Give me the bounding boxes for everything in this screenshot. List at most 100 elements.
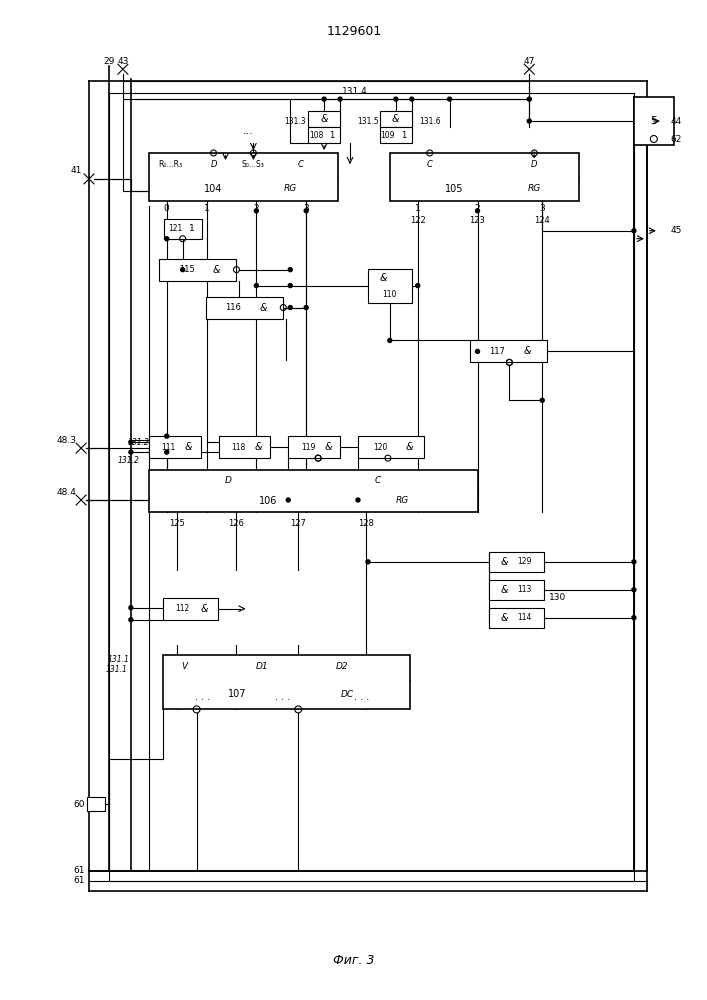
Circle shape [165, 450, 169, 454]
Text: D: D [210, 160, 217, 169]
Bar [380, 111, 411, 127]
Text: 130: 130 [549, 593, 566, 602]
Circle shape [304, 209, 308, 213]
Text: 104: 104 [204, 184, 223, 194]
Text: 131.1: 131.1 [108, 655, 130, 664]
Circle shape [632, 560, 636, 564]
Circle shape [338, 97, 342, 101]
Bar [148, 153, 338, 201]
Text: 1: 1 [189, 224, 194, 233]
Text: 45: 45 [671, 226, 682, 235]
Text: D: D [531, 160, 537, 169]
Text: 125: 125 [169, 519, 185, 528]
Circle shape [632, 229, 636, 233]
Bar [148, 470, 477, 512]
Circle shape [288, 284, 292, 288]
Circle shape [388, 338, 392, 342]
Circle shape [410, 97, 414, 101]
Text: &: & [523, 346, 531, 356]
Bar [489, 608, 544, 628]
Circle shape [632, 588, 636, 592]
Bar [308, 111, 340, 127]
Text: 131.6: 131.6 [419, 117, 440, 126]
Text: &: & [255, 442, 262, 452]
Circle shape [476, 349, 479, 353]
Text: &: & [392, 114, 399, 124]
Text: 61: 61 [74, 866, 85, 875]
Text: 1: 1 [204, 204, 209, 213]
Text: . . .: . . . [354, 692, 370, 702]
Text: 43: 43 [117, 57, 129, 66]
Circle shape [165, 237, 169, 241]
Bar [87, 797, 105, 811]
Text: 48.4: 48.4 [56, 488, 76, 497]
Text: 122: 122 [410, 216, 426, 225]
Bar [218, 436, 270, 458]
Text: 3: 3 [539, 204, 545, 213]
Text: RG: RG [396, 496, 409, 505]
Text: 116: 116 [226, 303, 241, 312]
Text: &: & [213, 265, 221, 275]
Text: 131.3: 131.3 [284, 117, 306, 126]
Circle shape [129, 450, 133, 454]
Text: 131.5: 131.5 [357, 117, 379, 126]
Text: &: & [320, 114, 328, 124]
Text: 113: 113 [517, 585, 532, 594]
Text: 1: 1 [329, 131, 334, 140]
Bar [288, 436, 340, 458]
Text: 115: 115 [179, 265, 194, 274]
Text: Фиг. 3: Фиг. 3 [333, 954, 375, 967]
Text: 48.3: 48.3 [56, 436, 76, 445]
Text: 44: 44 [671, 117, 682, 126]
Circle shape [129, 618, 133, 622]
Text: &: & [501, 557, 508, 567]
Text: 124: 124 [534, 216, 550, 225]
Circle shape [286, 498, 291, 502]
Text: DC: DC [341, 690, 354, 699]
Text: . . .: . . . [274, 692, 290, 702]
Text: 3: 3 [303, 204, 309, 213]
Text: 131.2: 131.2 [128, 438, 150, 447]
Text: 123: 123 [469, 216, 486, 225]
Text: 105: 105 [445, 184, 464, 194]
Bar [489, 552, 544, 572]
Bar [634, 97, 674, 145]
Text: 47: 47 [524, 57, 535, 66]
Text: &: & [501, 585, 508, 595]
Text: 109: 109 [380, 131, 395, 140]
Text: 119: 119 [301, 443, 315, 452]
Circle shape [527, 119, 531, 123]
Text: ↓: ↓ [530, 150, 538, 160]
Bar [159, 259, 236, 281]
Text: C: C [375, 476, 381, 485]
Bar [163, 655, 410, 709]
Text: 2: 2 [254, 204, 259, 213]
Text: 110: 110 [382, 290, 397, 299]
Text: 117: 117 [489, 347, 506, 356]
Circle shape [255, 209, 258, 213]
Circle shape [181, 268, 185, 272]
Circle shape [356, 498, 360, 502]
Text: 126: 126 [228, 519, 245, 528]
Text: &: & [379, 273, 387, 283]
Text: 106: 106 [259, 496, 278, 506]
Text: S₀...S₃: S₀...S₃ [242, 160, 265, 169]
Text: 29: 29 [103, 57, 115, 66]
Text: 121: 121 [168, 224, 183, 233]
Text: 131.1: 131.1 [106, 665, 128, 674]
Text: C: C [427, 160, 433, 169]
Circle shape [540, 398, 544, 402]
Bar [164, 219, 201, 239]
Text: &: & [406, 442, 414, 452]
Bar [489, 580, 544, 600]
Text: 111: 111 [162, 443, 176, 452]
Text: D1: D1 [256, 662, 269, 671]
Text: C: C [297, 160, 303, 169]
Text: 107: 107 [228, 689, 247, 699]
Text: V: V [182, 662, 188, 671]
Circle shape [304, 306, 308, 310]
Text: 120: 120 [373, 443, 387, 452]
Text: ...: ... [243, 126, 254, 136]
Circle shape [129, 606, 133, 610]
Text: 1: 1 [415, 204, 421, 213]
